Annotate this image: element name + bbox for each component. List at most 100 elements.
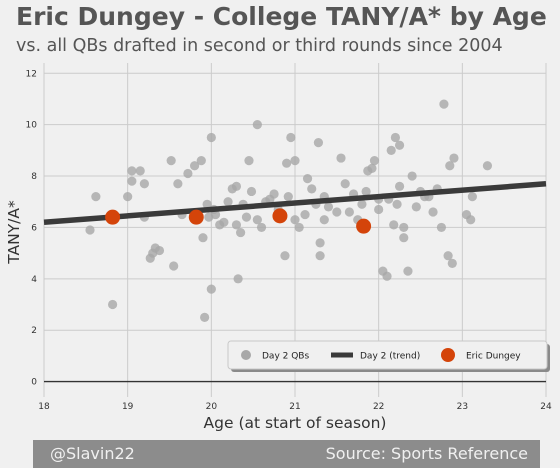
x-tick-label: 19 (122, 402, 134, 412)
dungey-points-layer (105, 208, 372, 234)
day2-qb-point (407, 171, 417, 181)
eric-dungey-point (272, 208, 288, 224)
day2-qb-point (231, 181, 242, 191)
y-tick-label: 4 (31, 275, 37, 285)
y-tick-label: 12 (26, 69, 37, 79)
day2-qb-point (85, 225, 95, 235)
legend-dungey-label: Eric Dungey (466, 352, 521, 362)
day2-qb-point (139, 179, 149, 189)
footer-bar: @Slavin22 Source: Sports Reference (33, 440, 540, 468)
day2-qb-point (169, 261, 179, 271)
x-tick-label: 18 (38, 402, 50, 412)
day2-qb-point (367, 163, 377, 173)
day2-qb-point (246, 186, 257, 197)
day2-qb-point (244, 156, 254, 166)
day2-qb-point (445, 161, 455, 171)
day2-qb-point (200, 312, 210, 322)
day2-qb-point (382, 271, 392, 281)
day2-qb-point (394, 181, 405, 191)
eric-dungey-point (356, 218, 372, 234)
day2-qb-point (210, 209, 221, 220)
day2-qb-point (436, 222, 447, 233)
day2-points-layer (85, 99, 493, 322)
day2-trend-line (43, 181, 547, 226)
day2-qb-point (206, 284, 216, 294)
day2-qb-point (357, 199, 367, 209)
day2-qb-point (198, 233, 208, 243)
grid-layer (43, 63, 547, 397)
day2-qb-point (467, 192, 477, 202)
day2-qb-point (340, 179, 350, 189)
day2-qb-point (236, 227, 246, 238)
y-tick-label: 10 (26, 121, 38, 131)
day2-qb-point (219, 217, 229, 227)
day2-qb-point (190, 161, 200, 171)
day2-qb-point (332, 207, 342, 217)
x-tick-label: 22 (373, 402, 384, 412)
x-tick-label: 24 (540, 402, 552, 412)
day2-qb-point (399, 233, 409, 243)
legend-trend-label: Day 2 (trend) (360, 352, 420, 362)
day2-qb-point (336, 153, 346, 163)
day2-qb-point (233, 274, 243, 284)
day2-qb-point (439, 99, 449, 109)
day2-qb-point (369, 156, 380, 166)
day2-qb-point (283, 192, 293, 202)
day2-qb-point (135, 166, 145, 176)
day2-qb-point (374, 204, 384, 215)
legend-dungey-marker (441, 348, 455, 362)
y-axis-label: TANY/A* (5, 200, 23, 265)
day2-qb-point (466, 215, 476, 225)
trend-layer (43, 181, 547, 226)
day2-qb-point (91, 192, 101, 202)
day2-qb-point (196, 156, 206, 166)
y-tick-label: 0 (31, 378, 37, 388)
day2-qb-point (449, 153, 459, 163)
day2-qb-point (344, 207, 354, 217)
day2-qb-point (315, 251, 325, 261)
day2-qb-point (302, 174, 313, 184)
x-tick-label: 20 (206, 402, 218, 412)
x-tick-label: 23 (457, 402, 468, 412)
day2-qb-point (166, 156, 176, 166)
day2-qb-point (399, 222, 409, 233)
day2-qb-point (223, 197, 233, 207)
day2-qb-point (361, 186, 371, 197)
day2-qb-point (252, 120, 262, 130)
day2-qb-point (403, 266, 413, 276)
y-tick-label: 6 (31, 223, 37, 233)
day2-qb-point (206, 132, 216, 143)
day2-qb-point (323, 202, 334, 212)
chart-subtitle: vs. all QBs drafted in second or third r… (16, 36, 503, 56)
day2-qb-point (282, 158, 292, 168)
day2-qb-point (256, 222, 267, 233)
x-tick-label: 21 (289, 402, 300, 412)
day2-qb-point (386, 145, 396, 155)
day2-qb-point (280, 251, 290, 261)
day2-qb-point (173, 179, 183, 189)
eric-dungey-point (105, 209, 121, 225)
day2-qb-point (231, 220, 242, 230)
day2-qb-point (428, 207, 438, 217)
day2-qb-point (389, 220, 399, 230)
day2-qb-point (269, 189, 279, 199)
day2-qb-point (290, 215, 300, 225)
day2-qb-point (123, 192, 133, 202)
day2-qb-point (300, 209, 310, 220)
day2-qb-point (307, 184, 317, 194)
day2-qb-point (294, 222, 304, 233)
day2-qb-point (183, 168, 193, 179)
legend-day2-marker (241, 350, 251, 360)
day2-qb-point (394, 140, 405, 150)
day2-qb-point (443, 251, 453, 261)
day2-qb-point (447, 258, 457, 268)
day2-qb-point (313, 138, 324, 148)
y-tick-label: 2 (31, 326, 37, 336)
footer-source: Source: Sports Reference (325, 444, 528, 463)
day2-qb-point (127, 166, 137, 176)
day2-qb-point (392, 199, 402, 209)
day2-qb-point (252, 215, 262, 225)
legend-box (227, 340, 548, 370)
legend-day2-label: Day 2 QBs (262, 352, 309, 362)
